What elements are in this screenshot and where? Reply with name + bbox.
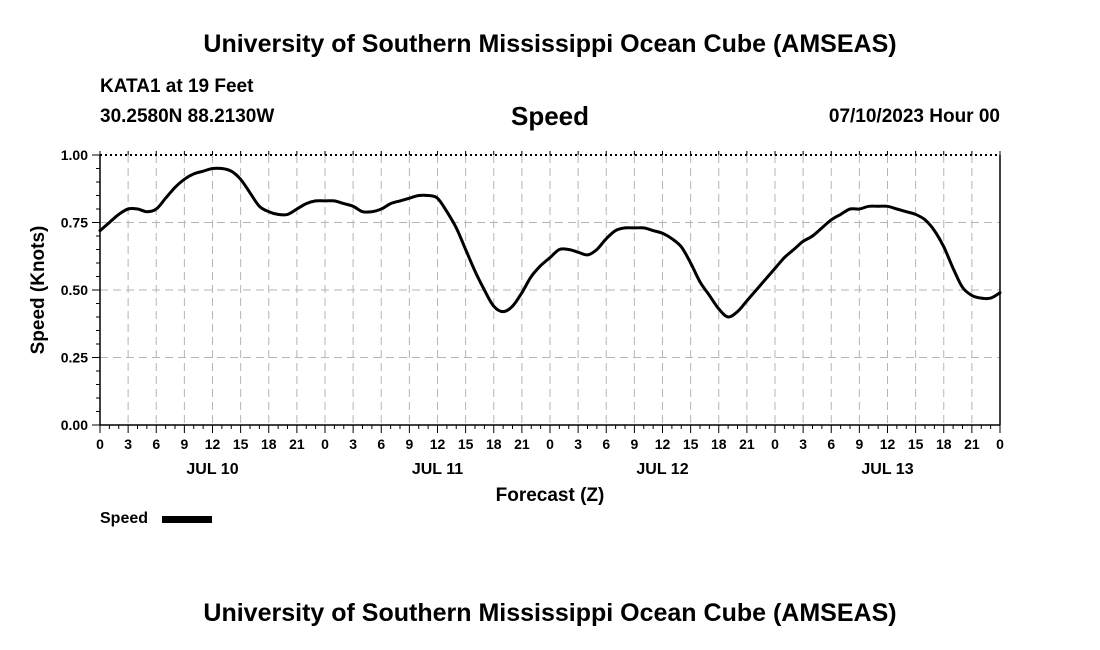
x-tick-label: 3 (349, 436, 357, 452)
speed-chart: 0 3 6 9 12 15 18 21 0 3 6 9 12 15 18 21 0 3 6 9 12 15 18 21 0 3 6 9… (28, 147, 1004, 506)
x-tick-label: 6 (602, 436, 610, 452)
x-tick-label: 12 (880, 436, 896, 452)
legend-label: Speed (100, 510, 149, 527)
coordinates-label: 30.2580N 88.2130W (100, 106, 275, 127)
x-tick-label: 0 (96, 436, 104, 452)
station-label: KATA1 at 19 Feet (100, 76, 254, 97)
x-tick-label: 6 (377, 436, 385, 452)
y-tick-label: 1.00 (61, 147, 88, 163)
x-tick-label: 3 (574, 436, 582, 452)
x-tick-label: 9 (855, 436, 863, 452)
y-tick-label: 0.25 (61, 350, 88, 366)
x-tick-label: 15 (233, 436, 249, 452)
day-label: JUL 10 (186, 461, 238, 478)
day-label: JUL 12 (636, 461, 688, 478)
x-tick-label: 3 (799, 436, 807, 452)
y-tick-label: 0.00 (61, 417, 88, 433)
x-tick-label: 18 (486, 436, 502, 452)
x-tick-label: 18 (936, 436, 952, 452)
axes (92, 151, 1001, 433)
day-label: JUL 13 (861, 461, 913, 478)
x-tick-label: 12 (205, 436, 221, 452)
x-tick-label: 15 (683, 436, 699, 452)
y-tick-label: 0.50 (61, 282, 88, 298)
x-tick-label: 0 (771, 436, 779, 452)
x-tick-label: 21 (739, 436, 755, 452)
y-tick-label: 0.75 (61, 215, 88, 231)
x-tick-label: 15 (458, 436, 474, 452)
x-tick-label: 9 (630, 436, 638, 452)
x-tick-label: 21 (964, 436, 980, 452)
grid (100, 155, 1000, 425)
x-tick-label: 3 (124, 436, 132, 452)
page-title: University of Southern Mississippi Ocean… (203, 30, 897, 58)
day-label: JUL 11 (412, 461, 463, 478)
x-tick-label: 18 (261, 436, 277, 452)
x-tick-label: 6 (827, 436, 835, 452)
y-axis-title: Speed (Knots) (28, 226, 49, 355)
series-layer (98, 166, 1002, 319)
x-tick-label: 6 (152, 436, 160, 452)
footer-title: University of Southern Mississippi Ocean… (203, 599, 897, 627)
x-tick-label: 15 (908, 436, 924, 452)
x-tick-label: 12 (655, 436, 671, 452)
x-tick-label: 0 (996, 436, 1004, 452)
x-tick-label: 12 (430, 436, 446, 452)
x-tick-label: 0 (321, 436, 329, 452)
x-tick-label: 18 (711, 436, 727, 452)
series-line-speed (98, 166, 1002, 319)
x-tick-label: 21 (514, 436, 530, 452)
forecast-datetime: 07/10/2023 Hour 00 (828, 106, 1000, 127)
x-tick-label: 0 (546, 436, 554, 452)
legend-swatch (162, 516, 212, 523)
x-tick-label: 9 (180, 436, 188, 452)
x-tick-label: 9 (405, 436, 413, 452)
x-tick-label: 21 (289, 436, 305, 452)
tick-labels: 0 3 6 9 12 15 18 21 0 3 6 9 12 15 18 21 0 3 6 9 12 15 18 21 0 3 6 9… (28, 147, 1004, 506)
x-axis-title: Forecast (Z) (496, 485, 605, 506)
chart-title: Speed (510, 101, 590, 131)
